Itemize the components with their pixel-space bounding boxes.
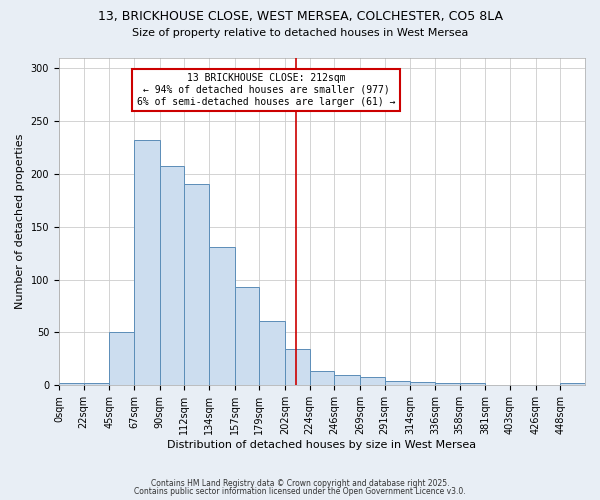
Bar: [83, 383, 109, 386]
Bar: [259, 321, 285, 386]
Bar: [160, 166, 184, 386]
Bar: [285, 350, 310, 386]
X-axis label: Distribution of detached houses by size in West Mersea: Distribution of detached houses by size …: [167, 440, 476, 450]
Text: 13 BRICKHOUSE CLOSE: 212sqm
← 94% of detached houses are smaller (977)
6% of sem: 13 BRICKHOUSE CLOSE: 212sqm ← 94% of det…: [137, 74, 395, 106]
Bar: [334, 375, 360, 386]
Bar: [209, 247, 235, 386]
Y-axis label: Number of detached properties: Number of detached properties: [15, 134, 25, 309]
Text: Contains public sector information licensed under the Open Government Licence v3: Contains public sector information licen…: [134, 487, 466, 496]
Bar: [184, 184, 209, 386]
Bar: [460, 383, 485, 386]
Bar: [560, 383, 585, 386]
Text: Size of property relative to detached houses in West Mersea: Size of property relative to detached ho…: [132, 28, 468, 38]
Bar: [109, 332, 134, 386]
Text: 13, BRICKHOUSE CLOSE, WEST MERSEA, COLCHESTER, CO5 8LA: 13, BRICKHOUSE CLOSE, WEST MERSEA, COLCH…: [97, 10, 503, 23]
Text: Contains HM Land Registry data © Crown copyright and database right 2025.: Contains HM Land Registry data © Crown c…: [151, 478, 449, 488]
Bar: [59, 383, 83, 386]
Bar: [410, 382, 435, 386]
Bar: [235, 287, 259, 386]
Bar: [310, 370, 334, 386]
Bar: [134, 140, 160, 386]
Bar: [385, 381, 410, 386]
Bar: [360, 377, 385, 386]
Bar: [435, 383, 460, 386]
